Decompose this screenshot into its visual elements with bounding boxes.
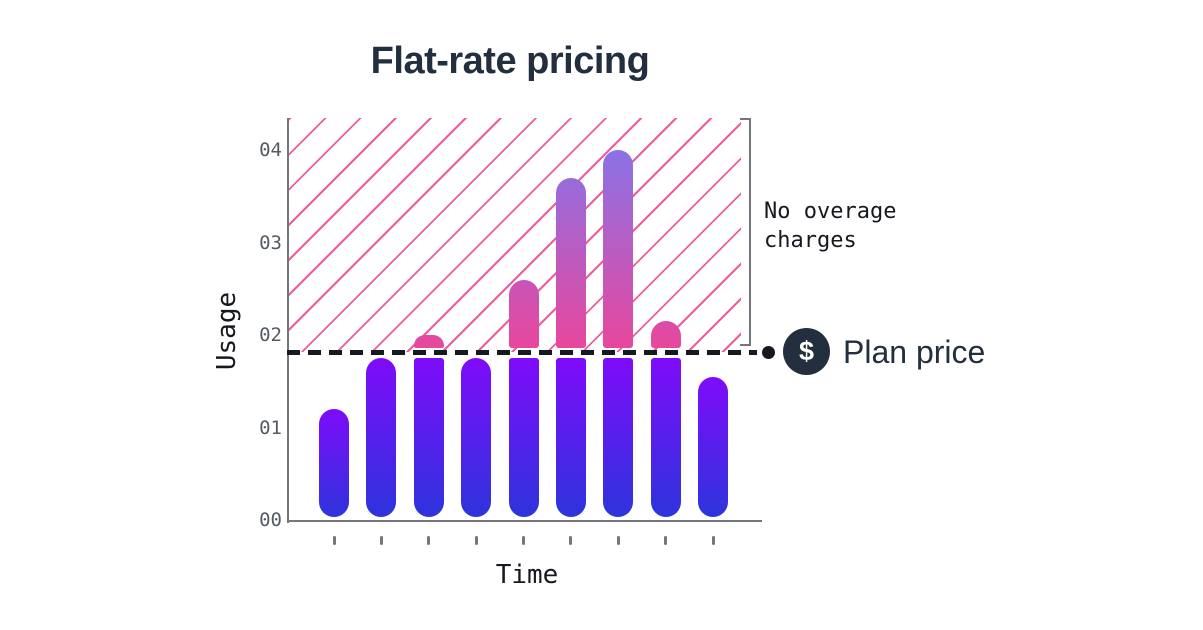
overage-note-line2: charges <box>764 228 857 253</box>
y-tick-label: 04 <box>259 139 282 161</box>
x-tick-mark <box>332 536 336 545</box>
x-tick-mark <box>711 536 715 545</box>
bar-base-segment <box>413 358 444 517</box>
y-tick-label: 01 <box>259 416 282 439</box>
y-axis-title: Usage <box>212 291 242 371</box>
bar-base-segment <box>650 358 681 517</box>
bar-overage-segment <box>508 280 539 348</box>
bar <box>461 358 492 517</box>
bar-overage-segment <box>650 321 681 348</box>
bar <box>698 377 728 517</box>
dollar-badge-icon: $ <box>783 328 830 375</box>
y-tick-label: 02 <box>259 324 282 346</box>
bar <box>366 358 397 517</box>
bar-base-segment <box>508 358 539 517</box>
bar-overage-segment <box>555 178 586 348</box>
overage-bracket <box>740 118 751 346</box>
x-axis-title: Time <box>495 560 559 590</box>
plan-price-line-end-dot <box>762 346 775 359</box>
x-axis-line <box>287 520 762 522</box>
bar-overage-segment <box>413 335 444 348</box>
bar <box>319 409 349 517</box>
x-tick-mark <box>427 536 431 545</box>
x-tick-mark <box>379 536 383 545</box>
bar-base-segment <box>603 358 634 517</box>
plan-price-dashed-line <box>287 350 757 355</box>
x-tick-mark <box>569 536 573 545</box>
x-tick-mark <box>474 536 478 545</box>
y-tick-label: 00 <box>259 509 282 531</box>
y-axis-line <box>287 118 289 523</box>
overage-note-line1: No overage <box>764 199 897 224</box>
x-tick-mark <box>616 536 620 545</box>
x-tick-mark <box>664 536 668 545</box>
plan-price-label: Plan price <box>843 334 986 370</box>
x-tick-mark <box>522 536 525 545</box>
y-tick-label: 03 <box>259 231 282 254</box>
y-tick-labels: 00 01 02 03 04 <box>238 0 282 630</box>
chart-title: Flat-rate pricing <box>370 40 650 82</box>
bar-base-segment <box>555 358 586 517</box>
bar-overage-segment <box>603 150 634 348</box>
dollar-sign-glyph: $ <box>798 336 815 366</box>
overage-note: No overage charges <box>764 197 896 255</box>
